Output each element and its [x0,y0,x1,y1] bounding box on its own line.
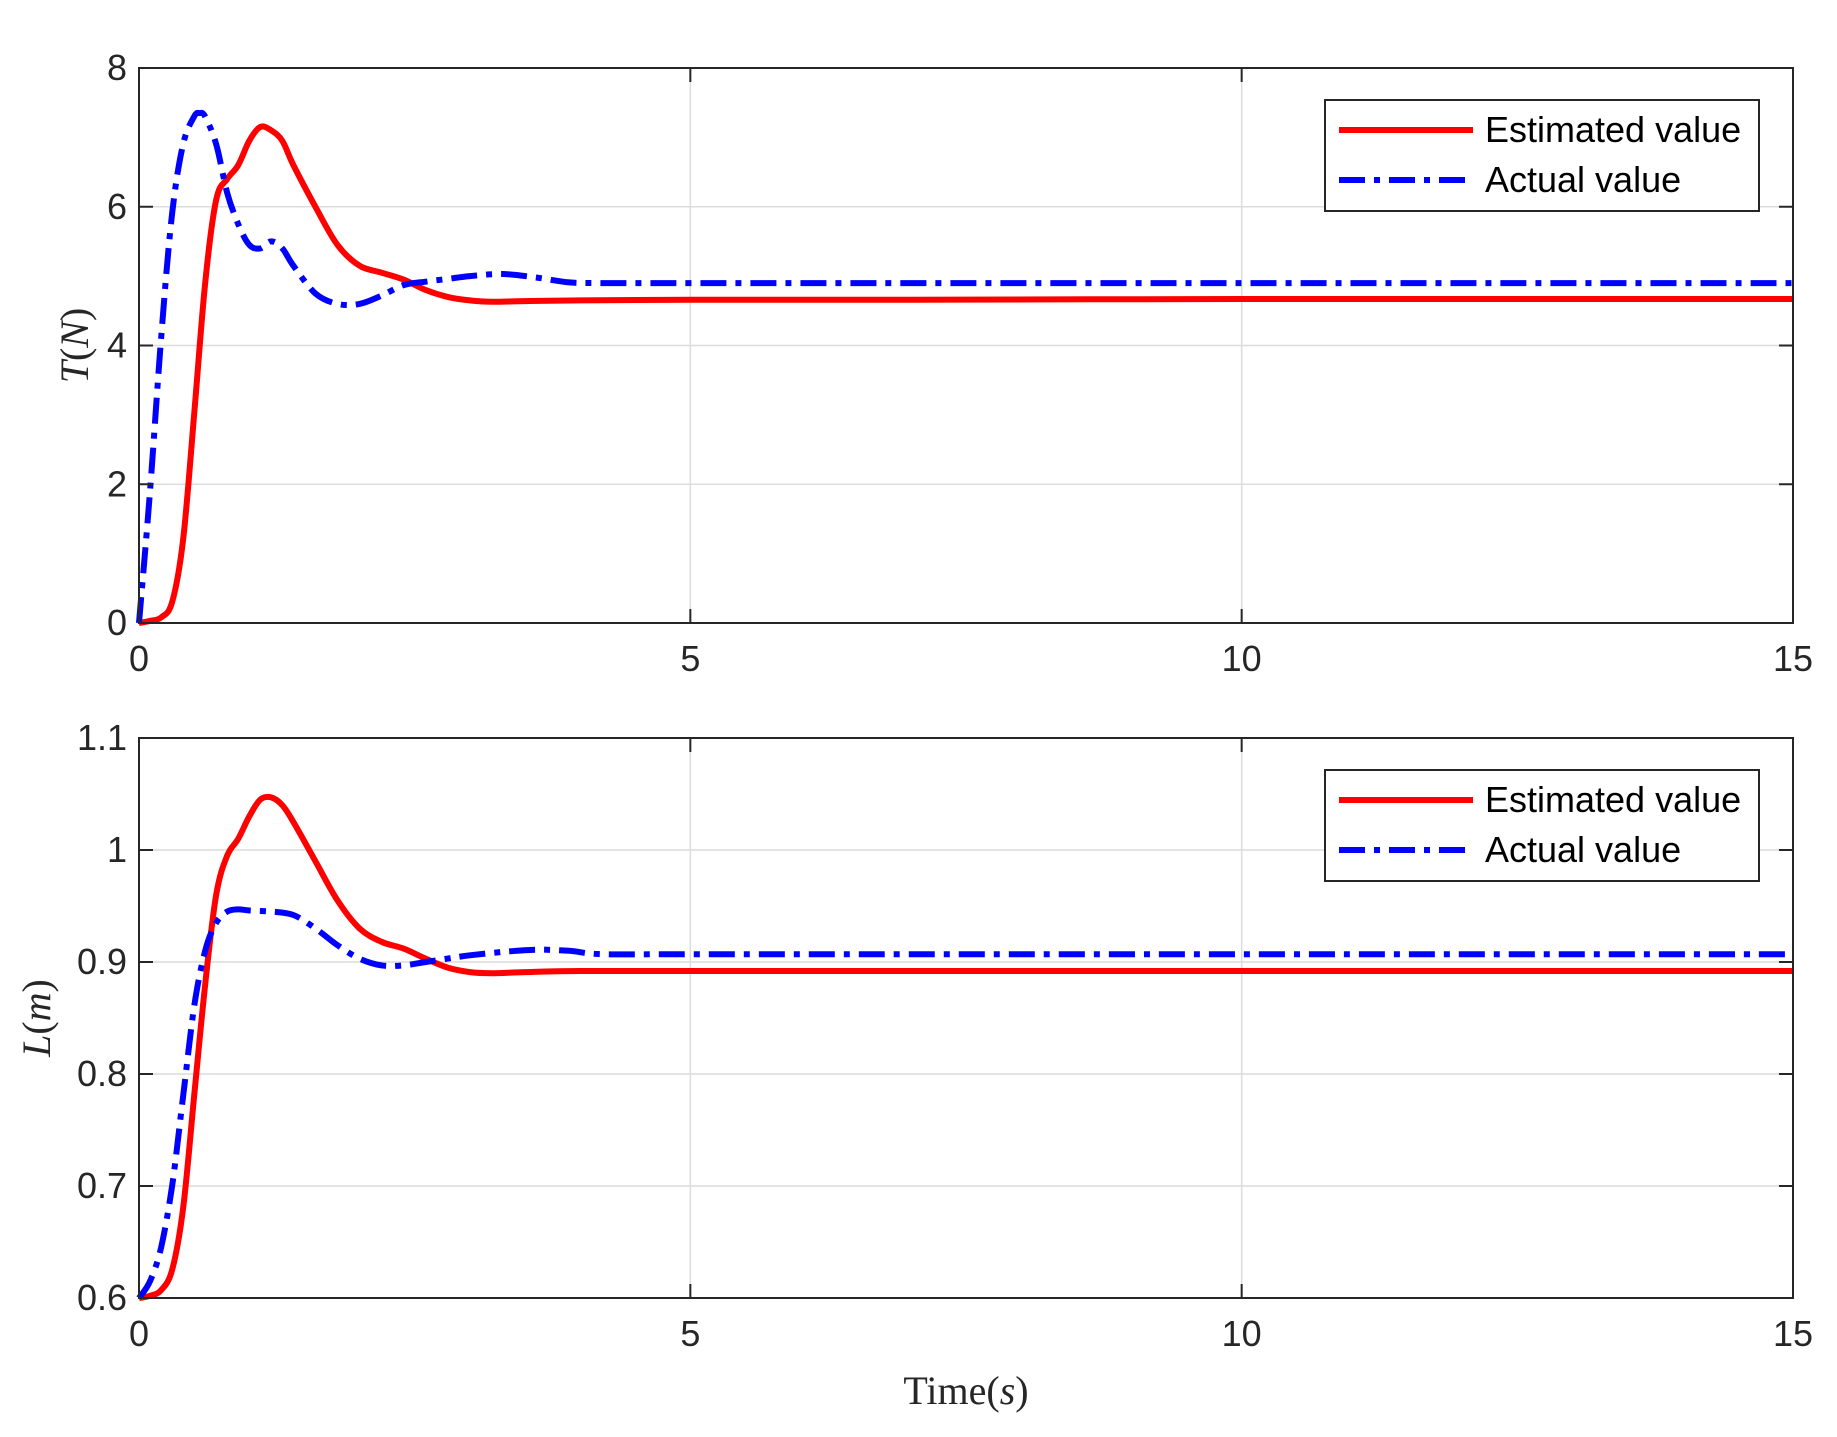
length-series [136,793,1793,1301]
length-legend-estimated-label: Estimated value [1485,779,1741,820]
tension-legend: Estimated value Actual value [1324,99,1760,212]
tension-y-axis-label: T(N) [52,308,97,384]
tension-ticks: 0 5 10 15 0 2 4 6 8 [107,47,1813,679]
tension-estimated-series-line [138,123,1793,626]
length-y-tick-label: 0.7 [77,1165,127,1206]
length-x-tick-label: 5 [680,1313,700,1354]
tension-x-tick-label: 5 [680,638,700,679]
tension-y-tick-label: 0 [107,602,127,643]
tension-y-tick-label: 2 [107,463,127,504]
length-x-tick-label: 15 [1773,1313,1813,1354]
tension-y-tick-label: 6 [107,186,127,227]
length-x-tick-label: 10 [1222,1313,1262,1354]
tension-plot: 0 5 10 15 0 2 4 6 8 Estimated value Actual value… [52,47,1813,679]
tension-series [136,109,1793,626]
length-actual-series-line [136,906,1793,1300]
length-plot: 0 5 10 15 0.6 0.7 0.8 0.9 1 1.1 Estimated value A… [14,717,1813,1413]
tension-x-tick-label: 0 [129,638,149,679]
tension-x-tick-label: 10 [1222,638,1262,679]
tension-legend-box [1324,99,1760,212]
tension-actual-series-line [136,109,1793,624]
length-legend-box [1324,769,1760,882]
time-x-axis-label: Time(s) [903,1368,1028,1413]
length-y-axis-label: L(m) [14,979,59,1058]
length-axes-frame [138,737,1794,1299]
length-legend-actual-label: Actual value [1485,829,1681,870]
length-y-tick-label: 1.1 [77,717,127,758]
tension-x-tick-label: 15 [1773,638,1813,679]
length-ticks: 0 5 10 15 0.6 0.7 0.8 0.9 1 1.1 [77,717,1813,1354]
length-y-tick-label: 1 [107,829,127,870]
tension-y-tick-label: 4 [107,325,127,366]
tension-legend-actual-label: Actual value [1485,159,1681,200]
tension-legend-estimated-label: Estimated value [1485,109,1741,150]
length-legend: Estimated value Actual value [1324,769,1760,882]
length-y-tick-label: 0.9 [77,941,127,982]
length-y-tick-label: 0.6 [77,1277,127,1318]
tension-y-tick-label: 8 [107,47,127,88]
length-estimated-series-line [138,793,1793,1301]
length-y-tick-label: 0.8 [77,1053,127,1094]
length-x-tick-label: 0 [129,1313,149,1354]
